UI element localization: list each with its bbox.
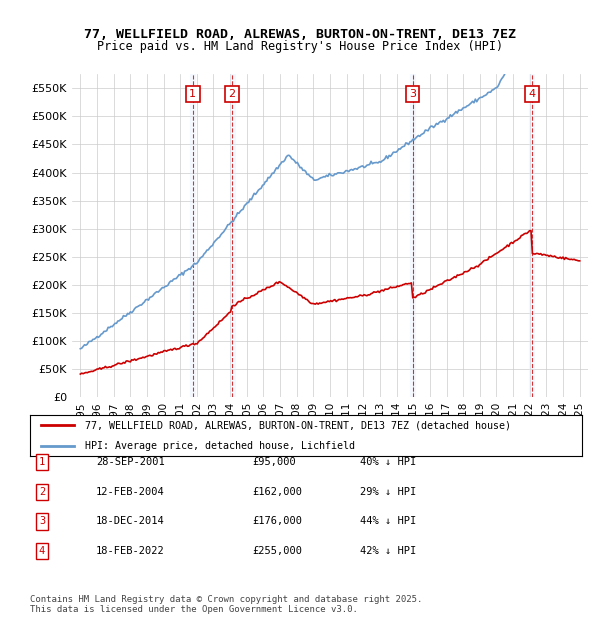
Text: 77, WELLFIELD ROAD, ALREWAS, BURTON-ON-TRENT, DE13 7EZ (detached house): 77, WELLFIELD ROAD, ALREWAS, BURTON-ON-T…: [85, 420, 511, 430]
Text: 1: 1: [189, 89, 196, 99]
Text: This data is licensed under the Open Government Licence v3.0.: This data is licensed under the Open Gov…: [30, 604, 358, 614]
Text: 1: 1: [39, 457, 45, 467]
Text: 77, WELLFIELD ROAD, ALREWAS, BURTON-ON-TRENT, DE13 7EZ: 77, WELLFIELD ROAD, ALREWAS, BURTON-ON-T…: [84, 28, 516, 41]
Text: 44% ↓ HPI: 44% ↓ HPI: [360, 516, 416, 526]
Text: 3: 3: [409, 89, 416, 99]
Text: 18-DEC-2014: 18-DEC-2014: [96, 516, 165, 526]
Bar: [230, 74, 235, 397]
Text: £176,000: £176,000: [252, 516, 302, 526]
Text: 40% ↓ HPI: 40% ↓ HPI: [360, 457, 416, 467]
Text: 29% ↓ HPI: 29% ↓ HPI: [360, 487, 416, 497]
Bar: [410, 74, 415, 397]
Text: Contains HM Land Registry data © Crown copyright and database right 2025.: Contains HM Land Registry data © Crown c…: [30, 595, 422, 604]
Text: 12-FEB-2004: 12-FEB-2004: [96, 487, 165, 497]
Bar: [190, 74, 195, 397]
Text: 3: 3: [39, 516, 45, 526]
Text: £95,000: £95,000: [252, 457, 296, 467]
Text: £255,000: £255,000: [252, 546, 302, 556]
Text: 42% ↓ HPI: 42% ↓ HPI: [360, 546, 416, 556]
Text: 4: 4: [39, 546, 45, 556]
Text: 2: 2: [229, 89, 236, 99]
Text: 18-FEB-2022: 18-FEB-2022: [96, 546, 165, 556]
Text: Price paid vs. HM Land Registry's House Price Index (HPI): Price paid vs. HM Land Registry's House …: [97, 40, 503, 53]
Text: 4: 4: [529, 89, 535, 99]
Text: 28-SEP-2001: 28-SEP-2001: [96, 457, 165, 467]
Text: 2: 2: [39, 487, 45, 497]
Text: £162,000: £162,000: [252, 487, 302, 497]
Text: HPI: Average price, detached house, Lichfield: HPI: Average price, detached house, Lich…: [85, 441, 355, 451]
Bar: [529, 74, 535, 397]
